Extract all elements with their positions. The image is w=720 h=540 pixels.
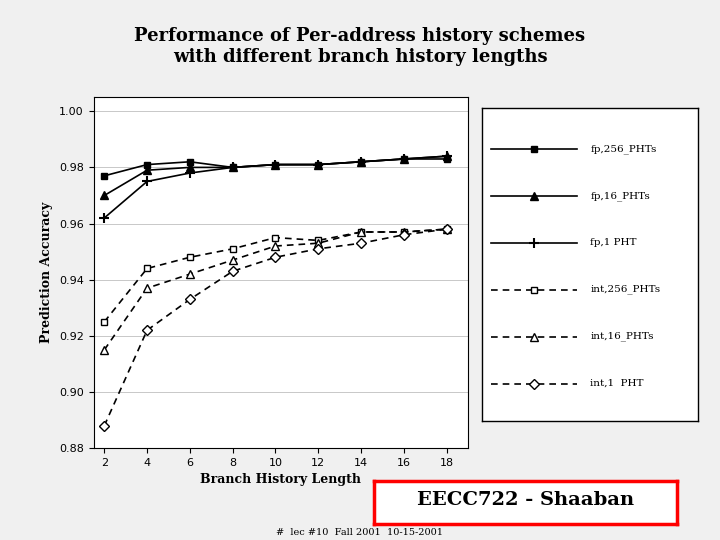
Y-axis label: Prediction Accuracy: Prediction Accuracy <box>40 202 53 343</box>
Text: #  lec #10  Fall 2001  10-15-2001: # lec #10 Fall 2001 10-15-2001 <box>276 528 444 537</box>
Text: int,16_PHTs: int,16_PHTs <box>590 332 654 341</box>
Text: fp,256_PHTs: fp,256_PHTs <box>590 144 657 153</box>
Text: int,1  PHT: int,1 PHT <box>590 379 644 388</box>
Text: fp,1 PHT: fp,1 PHT <box>590 238 637 247</box>
Text: Performance of Per-address history schemes
with different branch history lengths: Performance of Per-address history schem… <box>135 27 585 66</box>
Text: fp,16_PHTs: fp,16_PHTs <box>590 191 650 200</box>
Text: int,256_PHTs: int,256_PHTs <box>590 285 660 294</box>
X-axis label: Branch History Length: Branch History Length <box>200 474 361 487</box>
Text: EECC722 - Shaaban: EECC722 - Shaaban <box>417 491 634 509</box>
